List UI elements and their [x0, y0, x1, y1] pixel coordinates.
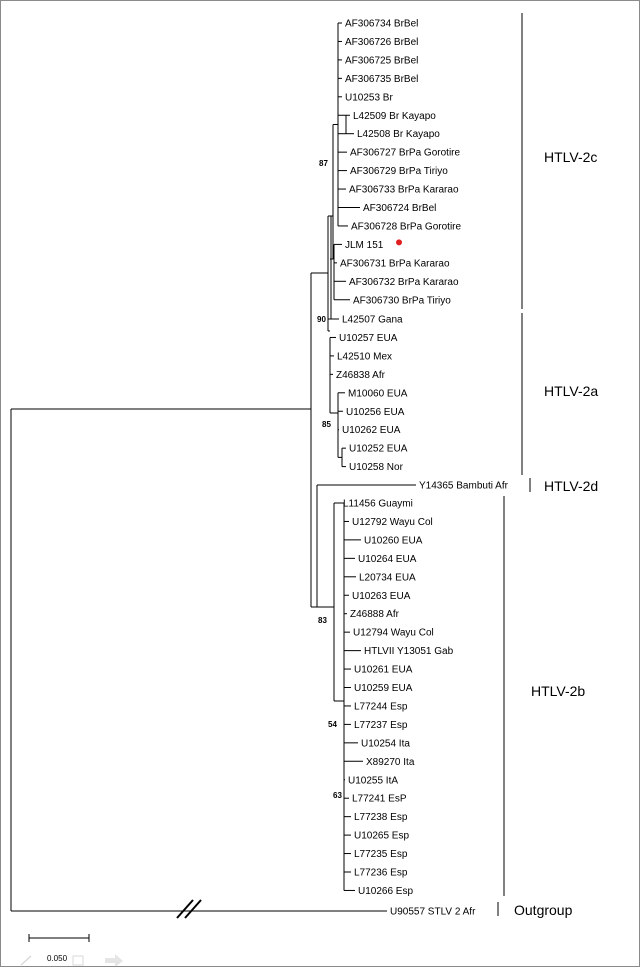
branch-break-mark — [184, 899, 202, 919]
leaf-label: L77237 Esp — [354, 720, 408, 731]
clade-label-htlv2d: HTLV-2d — [544, 478, 598, 494]
leaf-label: AF306728 BrPa Gorotire — [351, 221, 461, 232]
leaf-label: L20734 EUA — [359, 572, 416, 583]
highlight-marker-icon — [396, 239, 402, 246]
leaf-label: L77236 Esp — [354, 868, 408, 879]
leaf-label: AF306726 BrBel — [345, 37, 418, 48]
leaf-label: L42509 Br Kayapo — [353, 111, 436, 122]
clade-label-outgroup: Outgroup — [514, 902, 573, 918]
branch-break-mark — [176, 899, 194, 919]
leaf-label: Z46838 Afr — [336, 370, 386, 381]
leaf-label: AF306732 BrPa Kararao — [349, 277, 459, 288]
leaf-label: AF306734 BrBel — [345, 19, 418, 30]
leaf-label: U10258 Nor — [349, 462, 404, 473]
leaf-label: M10060 EUA — [348, 388, 408, 399]
leaf-label: U10262 EUA — [342, 425, 401, 436]
bootstrap-label: 85 — [322, 420, 331, 429]
leaf-label: U10253 Br — [345, 92, 393, 103]
bootstrap-label: 90 — [317, 315, 326, 324]
leaf-label: HTLVII Y13051 Gab — [364, 646, 454, 657]
leaf-label: Z46888 Afr — [350, 609, 400, 620]
leaf-label: U10265 Esp — [354, 831, 409, 842]
leaf-label: U10257 EUA — [339, 333, 398, 344]
leaf-label: AF306730 BrPa Tiriyo — [353, 295, 451, 306]
clade-label-htlv2b: HTLV-2b — [531, 683, 585, 699]
leaf-label: X89270 Ita — [366, 757, 415, 768]
clade-label-htlv2a: HTLV-2a — [544, 383, 598, 399]
leaf-label: AF306724 BrBel — [363, 203, 436, 214]
leaf-label: U10252 EUA — [349, 444, 408, 455]
leaf-label: U10254 Ita — [361, 738, 410, 749]
leaf-label: L42510 Mex — [337, 351, 392, 362]
leaf-label: U10255 ItA — [348, 775, 398, 786]
bootstrap-label: 54 — [328, 720, 337, 729]
leaf-label: Y14365 Bambuti Afr — [419, 481, 509, 492]
leaf-label: JLM 151 — [345, 240, 384, 251]
leaf-label: AF306731 BrPa Kararao — [340, 258, 450, 269]
leaf-label: AF306729 BrPa Tiriyo — [350, 166, 448, 177]
bootstrap-label: 63 — [333, 791, 342, 800]
leaf-label: L77244 Esp — [354, 701, 408, 712]
leaf-label: U12794 Wayu Col — [353, 628, 434, 639]
leaf-label: L42507 Gana — [342, 315, 403, 326]
toolbar-artifact-icons — [20, 954, 123, 967]
leaf-label: U10259 EUA — [354, 683, 413, 694]
tree-branches — [10, 22, 416, 912]
scale-bar-label: 0.050 — [47, 954, 68, 963]
leaf-label: U10256 EUA — [346, 407, 405, 418]
leaf-label: U10264 EUA — [358, 554, 417, 565]
bootstrap-label: 83 — [318, 616, 327, 625]
scale-bar — [28, 934, 90, 942]
leaf-label: AF306733 BrPa Kararao — [349, 185, 459, 196]
leaf-label: U90557 STLV 2 Afr — [390, 907, 476, 918]
leaf-label: U10263 EUA — [352, 591, 411, 602]
leaf-label: L77238 Esp — [354, 812, 408, 823]
leaf-label: AF306727 BrPa Gorotire — [350, 148, 460, 159]
leaf-label: U10266 Esp — [358, 886, 413, 897]
leaf-label: AF306735 BrBel — [345, 74, 418, 85]
leaf-label: L77235 Esp — [354, 849, 408, 860]
leaf-label: AF306725 BrBel — [345, 55, 418, 66]
clade-label-htlv2c: HTLV-2c — [544, 149, 597, 165]
leaf-label: L77241 EsP — [352, 794, 407, 805]
bootstrap-label: 87 — [319, 159, 328, 168]
leaf-label: U10261 EUA — [354, 665, 413, 676]
leaf-label: L42508 Br Kayapo — [357, 129, 440, 140]
leaf-label: U12792 Wayu Col — [352, 517, 433, 528]
tree-leaf-labels: AF306734 BrBel AF306726 BrBel AF306725 BrB… — [336, 19, 509, 918]
leaf-label: L11456 Guaymi — [343, 499, 413, 510]
leaf-label: U10260 EUA — [364, 535, 423, 546]
